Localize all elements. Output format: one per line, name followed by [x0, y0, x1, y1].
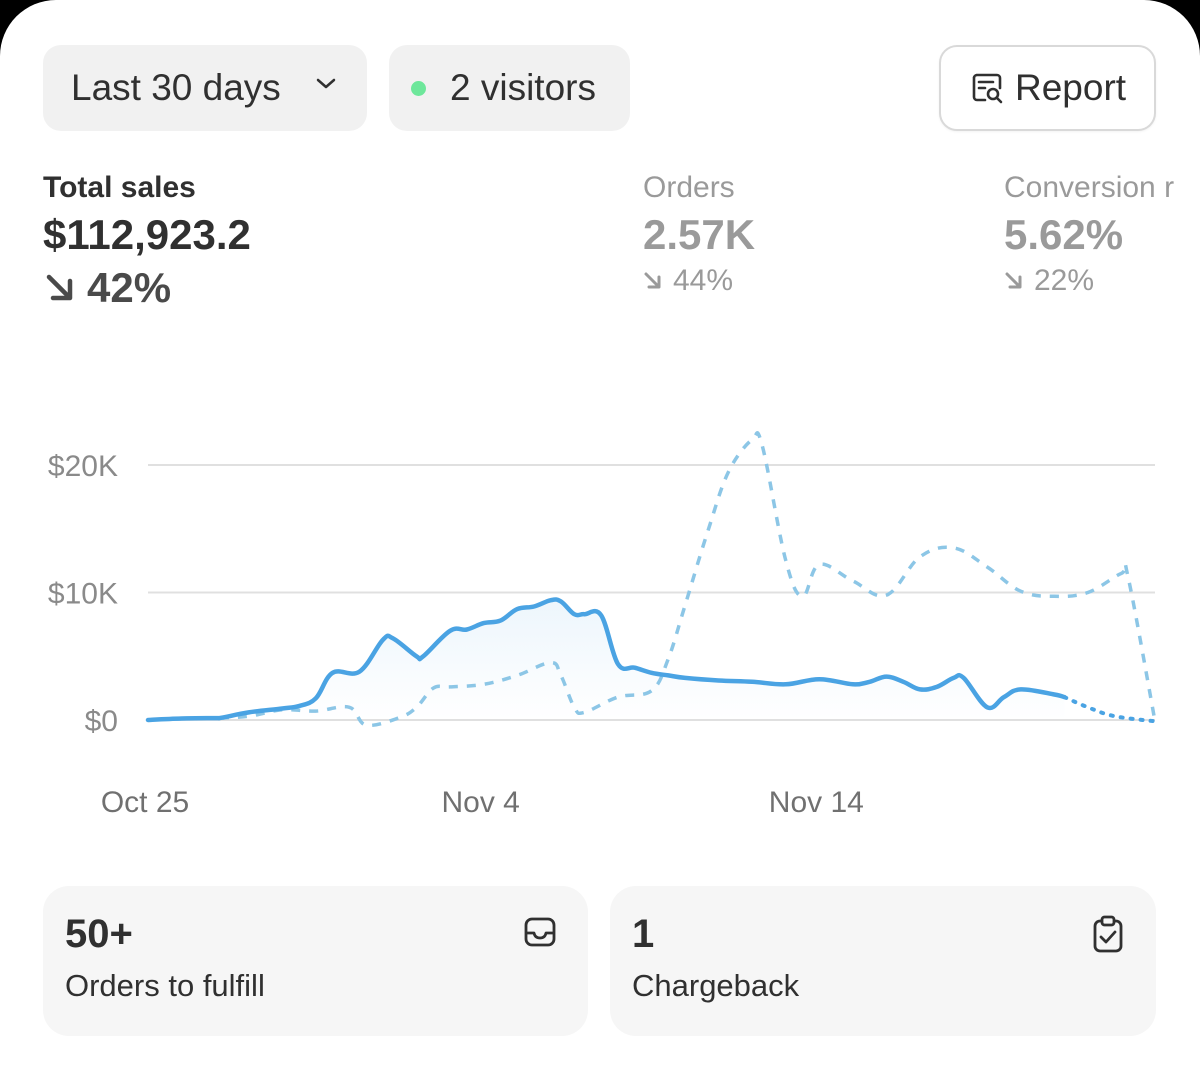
card-label: Chargeback: [632, 968, 800, 1003]
chargeback-card[interactable]: 1 Chargeback: [610, 886, 1156, 1036]
report-button[interactable]: Report: [939, 45, 1156, 131]
arrow-down-right-icon: [1005, 272, 1022, 289]
arrow-down-right-icon: [644, 272, 661, 289]
metric-change: 22%: [1004, 264, 1174, 298]
metric-value: $112,923.2: [43, 211, 251, 258]
metric-value: 5.62%: [1004, 211, 1124, 258]
x-tick-label: Nov 14: [769, 786, 864, 819]
metric-label: Orders: [643, 171, 735, 204]
x-tick-label: Oct 25: [101, 786, 189, 819]
date-range-label: Last 30 days: [71, 67, 281, 108]
date-range-selector[interactable]: Last 30 days: [43, 45, 367, 131]
metric-orders[interactable]: Orders 2.57K 44%: [643, 170, 755, 298]
y-tick-label: $20K: [48, 450, 118, 483]
report-icon: [972, 73, 1003, 104]
metric-value: 2.57K: [643, 211, 756, 258]
card-value: 50+: [65, 912, 133, 956]
metric-change: 44%: [643, 264, 755, 298]
metric-change: 42%: [43, 264, 251, 312]
y-tick-label: $10K: [48, 578, 118, 611]
live-indicator-dot: [411, 80, 426, 96]
card-label: Orders to fulfill: [65, 968, 265, 1003]
series-line-previous: [147, 431, 1157, 728]
inbox-icon: [524, 917, 556, 947]
orders-to-fulfill-card[interactable]: 50+ Orders to fulfill: [43, 886, 588, 1036]
metric-change-value: 42%: [87, 264, 172, 311]
metric-label: Total sales: [43, 171, 196, 204]
x-tick-label: Nov 4: [441, 786, 519, 819]
series-line-current-projection: [1062, 695, 1157, 724]
report-label: Report: [1015, 67, 1127, 108]
live-visitors-button[interactable]: 2 visitors: [389, 45, 630, 131]
metric-conversion-rate[interactable]: Conversion r 5.62% 22%: [1004, 170, 1174, 298]
metric-label: Conversion r: [1004, 171, 1175, 204]
arrow-down-right-icon: [46, 274, 73, 301]
clipboard-check-icon: [1093, 915, 1123, 953]
visitors-label: 2 visitors: [450, 67, 596, 108]
metric-change-value: 44%: [673, 264, 734, 297]
card-value: 1: [632, 912, 655, 956]
chevron-down-icon: [316, 78, 336, 89]
series-area-current: [148, 599, 1065, 720]
series-line-current: [145, 597, 1067, 723]
y-tick-label: $0: [85, 705, 118, 738]
metric-change-value: 22%: [1034, 264, 1095, 297]
metric-total-sales[interactable]: Total sales $112,923.2 42%: [43, 170, 251, 312]
sales-chart[interactable]: $0 $10K $20K Oct 25 Nov 4 Nov 14: [0, 420, 1200, 840]
